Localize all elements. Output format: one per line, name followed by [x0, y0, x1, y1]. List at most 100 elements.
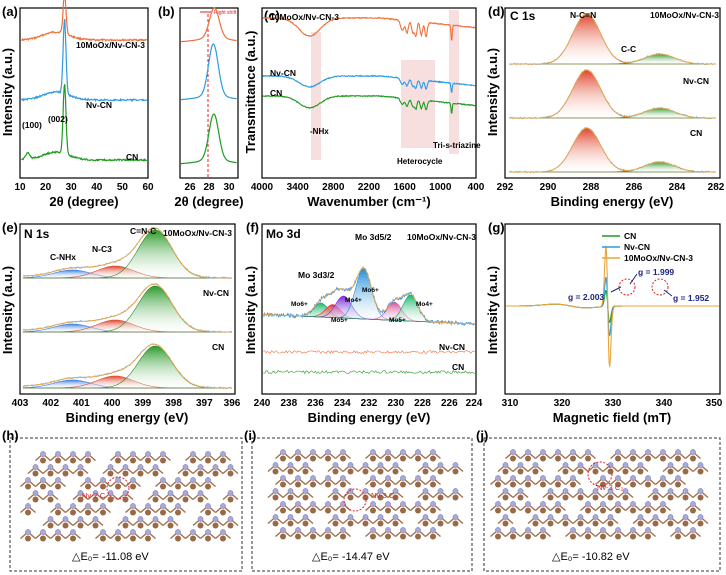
x-ticks: 403 402 401 400 399 398 397 396: [12, 398, 241, 409]
carbon-atom: [430, 481, 436, 488]
nitrogen-atom: [47, 464, 54, 470]
g-value-label: g = 1.999: [638, 267, 674, 277]
carbon-atom: [385, 481, 391, 488]
tick-label: 310: [502, 398, 519, 409]
nitrogen-atom: [227, 464, 234, 470]
structure-frame: [251, 437, 473, 572]
carbon-atom: [55, 509, 61, 516]
panel-g: (g) Intensity (a.u.) CN Nv-CN 10MoOx/Nv-…: [485, 220, 723, 425]
nitrogen-atom: [70, 529, 76, 535]
vacancy-circle: [343, 488, 367, 512]
series-label: Nv-CN: [86, 100, 112, 110]
nitrogen-atom: [697, 514, 704, 520]
nitrogen-atom: [340, 527, 346, 533]
carbon-atom: [607, 468, 614, 475]
nitrogen-atom: [152, 516, 159, 522]
carbon-atom: [310, 481, 316, 488]
nitrogen-atom: [332, 488, 339, 494]
panel-letter: (e): [2, 220, 18, 235]
nitrogen-atom: [160, 477, 166, 483]
carbon-atom: [332, 468, 339, 475]
oxidation-label: Mo5+: [389, 317, 406, 324]
nitrogen-atom: [287, 462, 294, 468]
panel-d: (d) C 1s Intensity (a.u.) N-C=N C-C 10Mo…: [485, 4, 725, 209]
nitrogen-atom: [362, 488, 369, 494]
nitrogen-atom: [592, 488, 599, 494]
vacancy-circle: [106, 476, 130, 500]
carbon-atom: [212, 522, 219, 529]
nitrogen-atom: [682, 462, 689, 468]
carbon-atom: [347, 520, 354, 527]
carbon-atom: [660, 455, 666, 462]
carbon-atom: [525, 507, 531, 514]
carbon-atom: [227, 522, 234, 529]
legend-entry: CN: [624, 231, 636, 241]
carbon-atom: [415, 533, 421, 540]
carbon-atom: [540, 507, 546, 514]
carbon-atom: [190, 483, 196, 490]
carbon-atom: [577, 468, 584, 475]
tick-label: 50: [117, 182, 129, 193]
y-axis-label: Intensity (a.u.): [0, 48, 15, 136]
carbon-atom: [682, 468, 689, 475]
carbon-atom: [310, 507, 316, 514]
formation-energy: △E₀= -11.08 eV: [72, 551, 149, 563]
carbon-atom: [400, 455, 406, 462]
series-label: 10MoOx/Nv-CN-3: [270, 12, 339, 22]
nitrogen-atom: [667, 514, 674, 520]
band-label: Heterocycle: [397, 157, 443, 166]
carbon-atom: [600, 533, 606, 540]
tick-label: 340: [656, 398, 673, 409]
nitrogen-atom: [532, 462, 539, 468]
nitrogen-atom: [555, 475, 561, 481]
nitrogen-atom: [302, 488, 309, 494]
carbon-atom: [585, 507, 591, 514]
nitrogen-atom: [517, 462, 524, 468]
nitrogen-atom: [175, 503, 181, 509]
carbon-atom: [452, 520, 459, 527]
carbon-atom: [122, 470, 129, 477]
axes-box: [261, 7, 477, 179]
nitrogen-atom: [347, 514, 354, 520]
nitrogen-atom: [100, 529, 106, 535]
carbon-atom: [675, 533, 681, 540]
carbon-atom: [197, 496, 204, 503]
nitrogen-atom: [430, 527, 436, 533]
carbon-atom: [615, 533, 621, 540]
tick-label: 350: [706, 398, 723, 409]
legend-entry: 10MoOx/Nv-CN-3: [624, 253, 693, 263]
nitrogen-atom: [340, 501, 346, 507]
carbon-atom: [532, 468, 539, 475]
panel-i: (i) Nv-3 C₁ △E₀= -14.47 eV: [244, 428, 473, 572]
carbon-atom: [430, 455, 436, 462]
nitrogen-atom: [347, 462, 354, 468]
band-highlight: [401, 60, 435, 148]
carbon-atom: [622, 468, 629, 475]
nitrogen-atom: [430, 475, 436, 481]
g-value-label: g = 2.003: [568, 292, 604, 302]
fit-envelope: [509, 13, 715, 65]
carbon-atom: [577, 494, 584, 501]
panel-c: (c) Transmittance (a.u.) 10MoOx/Nv-CN-3 …: [243, 7, 485, 209]
carbon-atom: [310, 533, 316, 540]
nitrogen-atom: [392, 514, 399, 520]
tick-label: 28: [203, 182, 215, 193]
tick-label: 4000: [251, 182, 274, 193]
series-label: CN: [452, 362, 464, 372]
carbon-atom: [287, 494, 294, 501]
carbon-atom: [190, 457, 196, 464]
carbon-atom: [645, 507, 651, 514]
peak-label: (002): [48, 114, 68, 124]
nitrogen-atom: [47, 490, 54, 496]
nitrogen-atom: [302, 462, 309, 468]
nitrogen-atom: [137, 516, 144, 522]
nitrogen-atom: [152, 464, 159, 470]
nitrogen-atom: [592, 462, 599, 468]
nitrogen-atom: [362, 514, 369, 520]
nitrogen-atom: [577, 488, 584, 494]
carbon-atom: [607, 494, 614, 501]
nitrogen-atom: [160, 451, 166, 457]
tick-label: 286: [626, 182, 643, 193]
nitrogen-atom: [600, 527, 606, 533]
nitrogen-atom: [607, 488, 614, 494]
